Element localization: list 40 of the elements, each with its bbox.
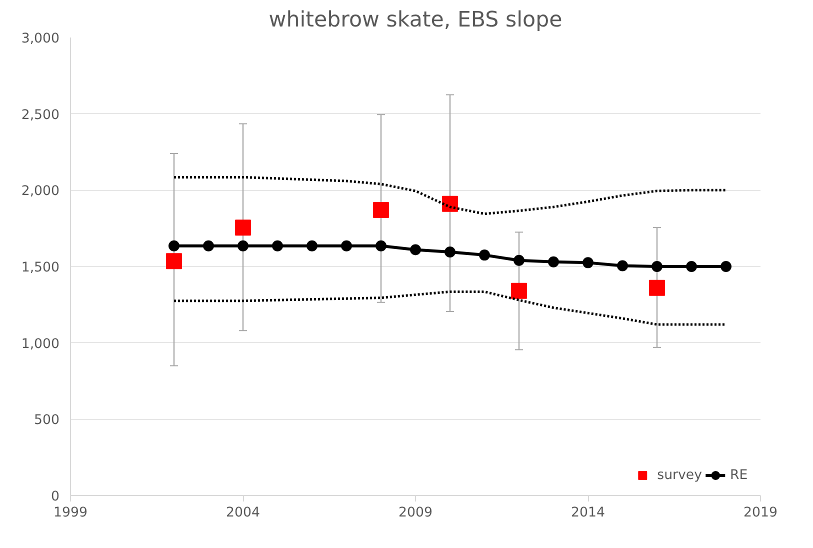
y-tick-label: 1,500 bbox=[21, 260, 60, 276]
y-tick-label: 1,000 bbox=[21, 336, 60, 352]
legend-label: survey bbox=[657, 468, 702, 482]
point bbox=[649, 280, 665, 296]
point bbox=[306, 240, 318, 252]
point bbox=[548, 256, 559, 268]
y-tick-label: 2,500 bbox=[21, 108, 60, 123]
point bbox=[514, 254, 524, 266]
x-tick-label: 2009 bbox=[398, 506, 432, 520]
point bbox=[720, 261, 732, 272]
point bbox=[272, 240, 283, 252]
point bbox=[652, 261, 662, 272]
point bbox=[373, 202, 389, 218]
point bbox=[341, 240, 352, 252]
point bbox=[617, 260, 628, 272]
y-tick-label: 3,000 bbox=[21, 32, 60, 46]
point bbox=[376, 240, 386, 252]
point bbox=[168, 240, 180, 252]
y-tick-label: 2,000 bbox=[21, 184, 60, 200]
x-tick-label: 2004 bbox=[226, 506, 260, 520]
legend-label: RE bbox=[730, 468, 749, 482]
y-tick-label: 500 bbox=[34, 413, 60, 428]
x-tick-label: 2019 bbox=[744, 506, 778, 520]
point bbox=[582, 257, 594, 268]
point bbox=[238, 240, 248, 252]
x-tick-label: 2014 bbox=[571, 506, 605, 520]
point bbox=[166, 253, 182, 270]
point bbox=[479, 250, 490, 261]
chart-title: whitebrow skate, EBS slope bbox=[268, 8, 562, 32]
point bbox=[511, 282, 527, 299]
point bbox=[686, 261, 697, 272]
y-tick-label: 0 bbox=[51, 490, 60, 504]
point bbox=[410, 244, 421, 256]
point bbox=[235, 220, 251, 236]
point bbox=[203, 240, 214, 252]
x-tick-label: 1999 bbox=[54, 506, 88, 520]
point bbox=[444, 246, 456, 258]
point bbox=[442, 196, 458, 212]
line-series bbox=[172, 290, 728, 326]
line-series bbox=[172, 176, 728, 216]
